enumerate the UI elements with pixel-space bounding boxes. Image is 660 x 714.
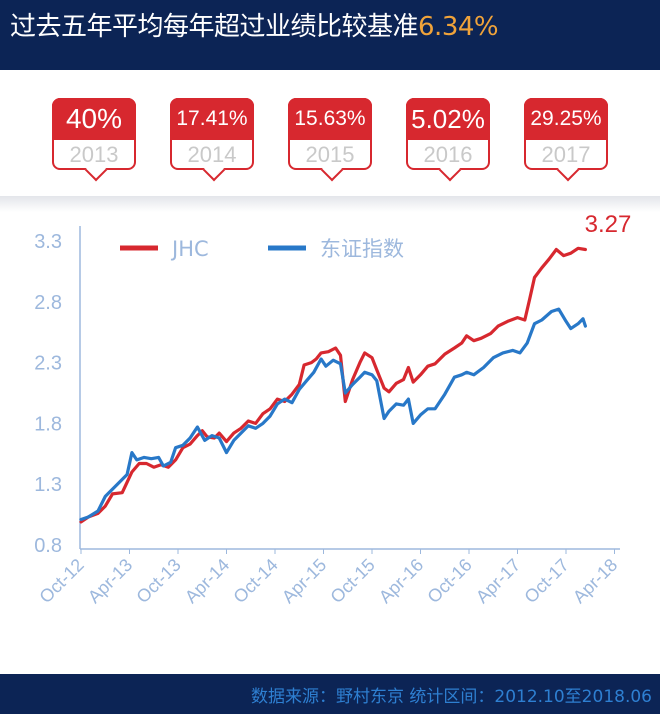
x-tick-label: Oct-15 <box>326 555 378 607</box>
y-tick-label: 3.3 <box>34 231 62 253</box>
x-tick-label: Apr-18 <box>569 555 621 607</box>
badge-2015: 15.63% 2015 <box>288 98 372 182</box>
badge-year: 2017 <box>541 142 591 167</box>
series-line-index <box>79 307 587 522</box>
badge-2013: 40% 2013 <box>52 98 136 182</box>
line-chart: 0.81.31.82.32.83.3Oct-12Apr-13Oct-13Apr-… <box>34 211 632 607</box>
badge-2014: 17.41% 2014 <box>170 98 254 182</box>
badge-year: 2015 <box>305 142 355 167</box>
badge-percent: 15.63% <box>288 98 372 140</box>
x-tick-label: Oct-12 <box>35 555 87 607</box>
title-text: 过去五年平均每年超过业绩比较基准 <box>10 12 419 42</box>
badge-year: 2016 <box>423 142 473 167</box>
page-title: 过去五年平均每年超过业绩比较基准6.34% <box>10 6 499 43</box>
x-tick-label: Oct-14 <box>229 555 281 607</box>
badge-percent: 40% <box>52 98 136 140</box>
badge-percent: 17.41% <box>170 98 254 140</box>
x-tick-label: Oct-16 <box>423 555 475 607</box>
y-tick-label: 1.3 <box>34 474 62 496</box>
y-tick-label: 0.8 <box>34 535 62 557</box>
x-tick-label: Apr-14 <box>181 555 233 607</box>
end-value-label: 3.27 <box>585 211 632 238</box>
legend-label: JHC <box>170 237 209 261</box>
x-tick-label: Oct-13 <box>132 555 184 607</box>
data-source-note: 数据来源：野村东京 统计区间：2012.10至2018.06 <box>250 687 652 707</box>
panel-divider <box>0 196 660 212</box>
title-highlight: 6.34% <box>418 12 499 42</box>
legend-label: 东证指数 <box>320 237 404 261</box>
y-tick-label: 1.8 <box>34 413 62 435</box>
x-tick-label: Apr-15 <box>278 555 330 607</box>
badge-year: 2013 <box>69 142 119 167</box>
badge-2017: 29.25% 2017 <box>524 98 608 182</box>
badge-year: 2014 <box>187 142 237 167</box>
x-tick-label: Apr-16 <box>375 555 427 607</box>
badge-percent: 29.25% <box>524 98 608 140</box>
y-tick-label: 2.8 <box>34 292 62 314</box>
x-tick-label: Apr-13 <box>84 555 136 607</box>
x-tick-label: Apr-17 <box>472 555 524 607</box>
badge-2016: 5.02% 2016 <box>406 98 490 182</box>
series-line-jhc <box>79 246 587 524</box>
y-tick-label: 2.3 <box>34 353 62 375</box>
chart-panel <box>0 196 660 674</box>
x-tick-label: Oct-17 <box>520 555 572 607</box>
badge-percent: 5.02% <box>406 98 490 140</box>
